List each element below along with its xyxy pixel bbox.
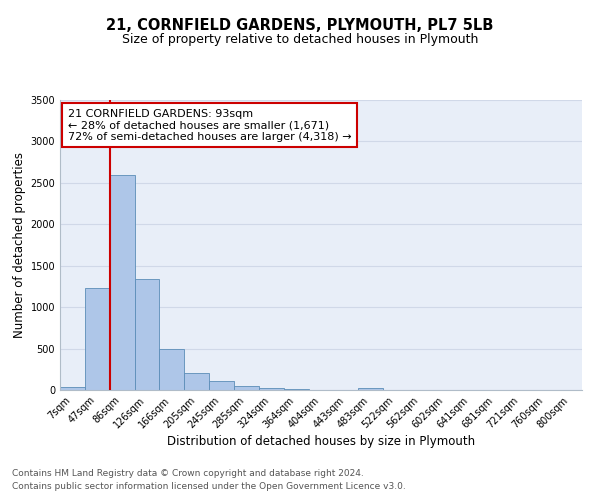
Text: 21 CORNFIELD GARDENS: 93sqm
← 28% of detached houses are smaller (1,671)
72% of : 21 CORNFIELD GARDENS: 93sqm ← 28% of det… xyxy=(68,108,352,142)
Text: Contains HM Land Registry data © Crown copyright and database right 2024.: Contains HM Land Registry data © Crown c… xyxy=(12,468,364,477)
Bar xyxy=(110,176,134,390)
Bar xyxy=(209,381,234,390)
Bar xyxy=(85,288,110,390)
Y-axis label: Number of detached properties: Number of detached properties xyxy=(13,152,26,338)
X-axis label: Distribution of detached houses by size in Plymouth: Distribution of detached houses by size … xyxy=(167,436,475,448)
Bar xyxy=(234,386,259,390)
Bar xyxy=(184,372,209,390)
Bar xyxy=(259,388,284,390)
Text: Contains public sector information licensed under the Open Government Licence v3: Contains public sector information licen… xyxy=(12,482,406,491)
Bar xyxy=(60,386,85,390)
Text: 21, CORNFIELD GARDENS, PLYMOUTH, PL7 5LB: 21, CORNFIELD GARDENS, PLYMOUTH, PL7 5LB xyxy=(106,18,494,32)
Bar xyxy=(160,348,184,390)
Bar xyxy=(134,279,160,390)
Text: Size of property relative to detached houses in Plymouth: Size of property relative to detached ho… xyxy=(122,32,478,46)
Bar xyxy=(358,388,383,390)
Bar xyxy=(284,389,308,390)
